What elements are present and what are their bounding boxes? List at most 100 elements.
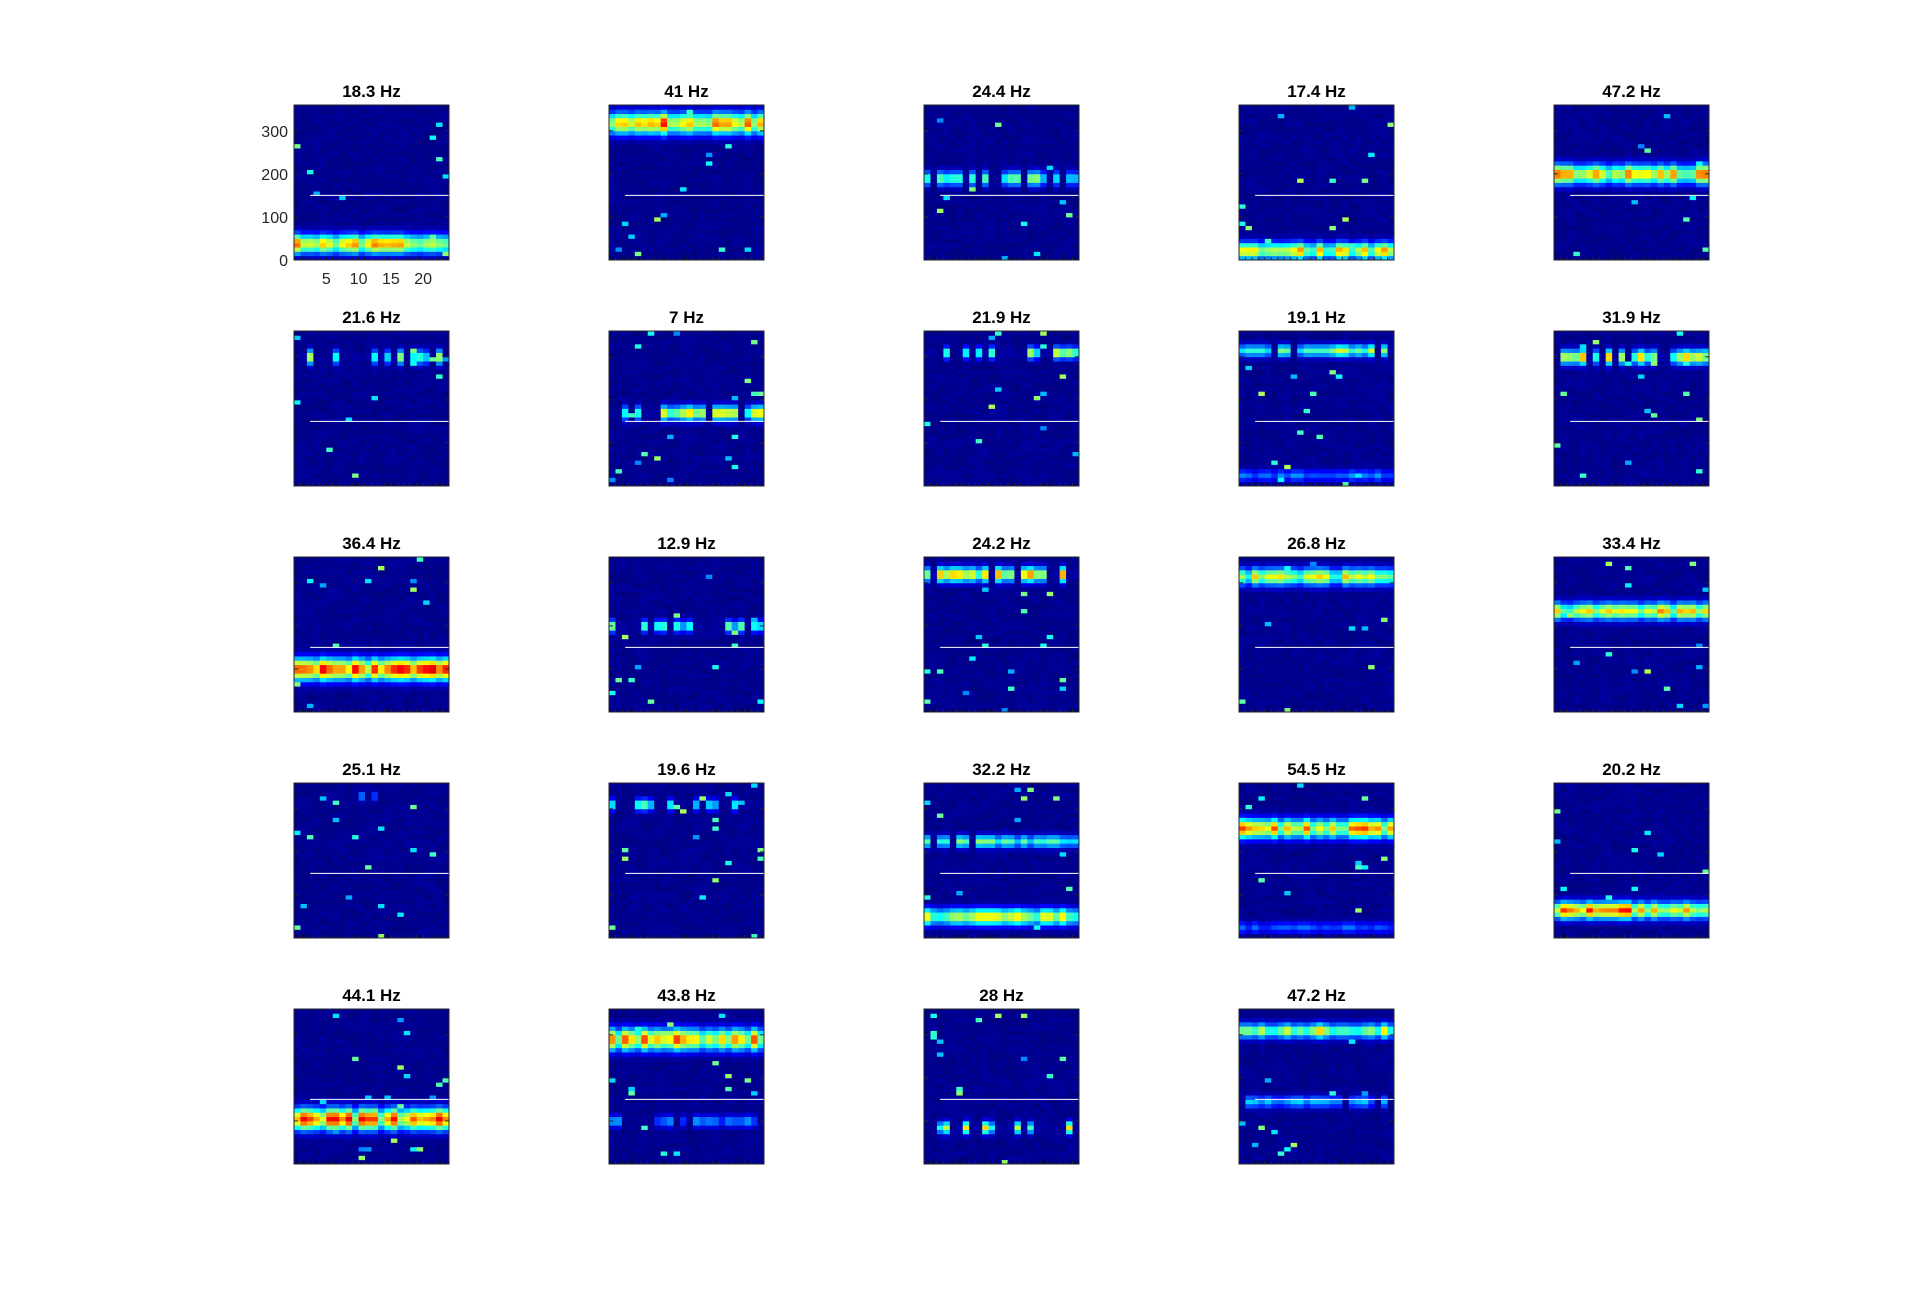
heatmap-cell <box>1245 157 1252 162</box>
heatmap-cell <box>378 217 385 222</box>
heatmap-cell <box>1284 204 1291 209</box>
heatmap-cell <box>943 144 950 149</box>
heatmap-cell <box>732 118 739 123</box>
heatmap-cell <box>1651 122 1658 127</box>
heatmap-cell <box>758 157 765 162</box>
heatmap-cell <box>352 131 359 136</box>
heatmap-cell <box>430 430 437 435</box>
heatmap-cell <box>1657 187 1664 192</box>
heatmap-cell <box>359 243 366 248</box>
heatmap-cell <box>1034 148 1041 153</box>
heatmap-cell <box>1619 122 1626 127</box>
heatmap-cell <box>1683 127 1690 132</box>
heatmap-cell <box>1073 187 1080 192</box>
heatmap-cell <box>712 144 719 149</box>
heatmap-cell <box>365 400 372 405</box>
heatmap-cell <box>1599 187 1606 192</box>
heatmap-cell <box>706 217 713 222</box>
heatmap-cell <box>1375 139 1382 144</box>
heatmap-cell <box>924 131 931 136</box>
heatmap-cell <box>622 174 629 179</box>
heatmap-cell <box>1304 238 1311 243</box>
heatmap-cell <box>989 217 996 222</box>
heatmap-cell <box>300 234 307 239</box>
heatmap-cell <box>1703 230 1710 235</box>
heatmap-cell <box>1271 109 1278 114</box>
heatmap-cell <box>378 456 385 461</box>
heatmap-cell <box>378 400 385 405</box>
heatmap-cell <box>320 174 327 179</box>
heatmap-cell <box>635 195 642 200</box>
heatmap-cell <box>758 238 765 243</box>
heatmap-cell <box>1304 152 1311 157</box>
heatmap-cell <box>391 165 398 170</box>
heatmap-cell <box>1002 152 1009 157</box>
heatmap-cell <box>294 139 301 144</box>
heatmap-cell <box>430 234 437 239</box>
heatmap-cell <box>1271 213 1278 218</box>
heatmap-cell <box>1638 200 1645 205</box>
heatmap-cell <box>1375 208 1382 213</box>
heatmap-cell <box>725 213 732 218</box>
heatmap-cell <box>1619 204 1626 209</box>
heatmap-cell <box>1683 183 1690 188</box>
heatmap-cell <box>1375 204 1382 209</box>
heatmap-cell <box>307 200 314 205</box>
heatmap-cell <box>648 226 655 231</box>
heatmap-cell <box>995 165 1002 170</box>
heatmap-cell <box>378 464 385 469</box>
heatmap-cell <box>706 118 713 123</box>
heatmap-cell <box>430 400 437 405</box>
heatmap-cell <box>622 127 629 132</box>
heatmap-cell <box>384 477 391 482</box>
heatmap-cell <box>372 204 379 209</box>
heatmap-cell <box>924 157 931 162</box>
heatmap-cell <box>1066 226 1073 231</box>
heatmap-cell <box>725 234 732 239</box>
heatmap-cell <box>745 221 752 226</box>
heatmap-cell <box>693 109 700 114</box>
heatmap-cell <box>1310 230 1317 235</box>
heatmap-cell <box>674 144 681 149</box>
heatmap-cell <box>378 404 385 409</box>
heatmap-cell <box>930 170 937 175</box>
heatmap-cell <box>654 213 661 218</box>
heatmap-cell <box>346 165 353 170</box>
heatmap-cell <box>1304 114 1311 119</box>
heatmap-cell <box>1567 251 1574 256</box>
heatmap-cell <box>443 443 450 448</box>
heatmap-cell <box>300 477 307 482</box>
heatmap-cell <box>326 178 333 183</box>
heatmap-cell <box>751 161 758 166</box>
heatmap-cell <box>712 195 719 200</box>
heatmap-cell <box>1265 165 1272 170</box>
heatmap-cell <box>1703 204 1710 209</box>
heatmap-cell <box>937 178 944 183</box>
heatmap-cell <box>976 187 983 192</box>
heatmap-cell <box>372 221 379 226</box>
heatmap-cell <box>1690 234 1697 239</box>
heatmap-cell <box>989 122 996 127</box>
heatmap-cell <box>1323 183 1330 188</box>
heatmap-cell <box>758 251 765 256</box>
heatmap-cell <box>1599 135 1606 140</box>
heatmap-cell <box>1291 148 1298 153</box>
heatmap-cell <box>1323 204 1330 209</box>
heatmap-cell <box>1066 174 1073 179</box>
heatmap-cell <box>712 161 719 166</box>
heatmap-cell <box>687 238 694 243</box>
heatmap-cell <box>1252 221 1259 226</box>
heatmap-cell <box>956 234 963 239</box>
heatmap-cell <box>300 473 307 478</box>
heatmap-cell <box>1265 139 1272 144</box>
heatmap-cell <box>661 195 668 200</box>
heatmap-cell <box>1245 204 1252 209</box>
heatmap-cell <box>430 208 437 213</box>
heatmap-cell <box>313 195 320 200</box>
heatmap-cell <box>937 135 944 140</box>
heatmap-cell <box>352 447 359 452</box>
heatmap-cell <box>1053 165 1060 170</box>
heatmap-cell <box>1657 144 1664 149</box>
heatmap-cell <box>1310 178 1317 183</box>
heatmap-cell <box>654 165 661 170</box>
